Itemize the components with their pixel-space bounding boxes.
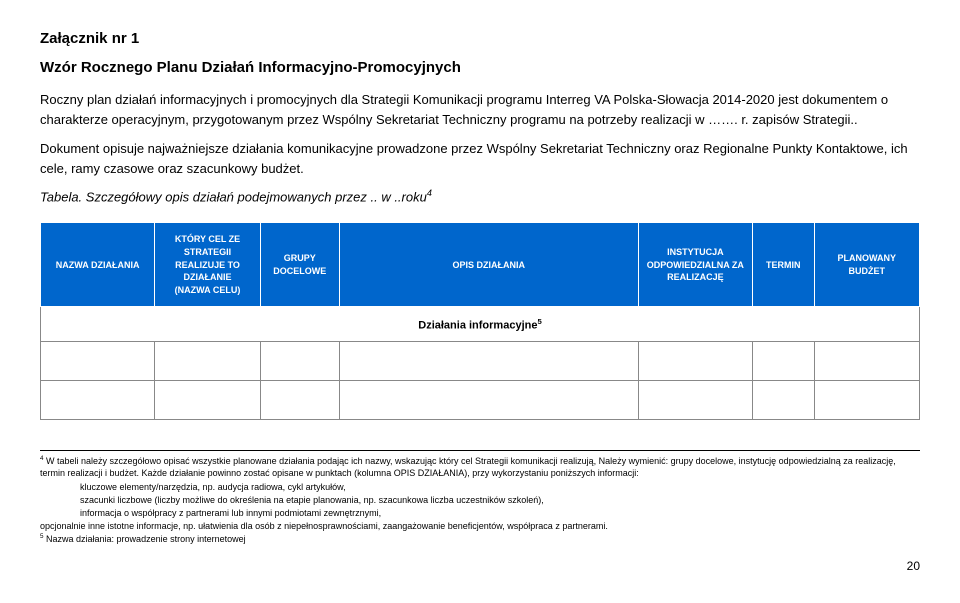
- table-row: [41, 342, 920, 381]
- table-cell: [752, 381, 814, 420]
- grupy-line: DOCELOWE: [273, 266, 326, 276]
- table-cell: [260, 342, 339, 381]
- grupy-line: GRUPY: [284, 253, 316, 263]
- footnote-4-text: W tabeli należy szczegółowo opisać wszys…: [40, 456, 896, 478]
- table-cell: [752, 342, 814, 381]
- table-cell: [41, 381, 155, 420]
- caption-footnote-ref: 4: [427, 188, 432, 198]
- col-header-cel: KTÓRY CEL ZE STRATEGII REALIZUJE TO DZIA…: [155, 223, 260, 307]
- col-header-inst: INSTYTUCJA ODPOWIEDZIALNA ZA REALIZACJĘ: [638, 223, 752, 307]
- section-footnote-ref: 5: [537, 317, 541, 326]
- footnote-4: 4 W tabeli należy szczegółowo opisać wsz…: [40, 455, 920, 479]
- table-cell: [260, 381, 339, 420]
- table-cell: [41, 342, 155, 381]
- table-cell: [339, 342, 638, 381]
- cel-line: KTÓRY CEL ZE: [175, 234, 240, 244]
- table-caption: Tabela. Szczegółowy opis działań podejmo…: [40, 188, 920, 204]
- cel-line: STRATEGII: [184, 247, 231, 257]
- table-cell: [155, 342, 260, 381]
- footnote-bullet: informacja o współpracy z partnerami lub…: [40, 507, 920, 519]
- page-number: 20: [40, 559, 920, 573]
- inst-line: ODPOWIEDZIALNA ZA: [647, 260, 744, 270]
- table-cell: [638, 342, 752, 381]
- cel-line: DZIAŁANIE: [184, 272, 232, 282]
- footnote-optional-line: opcjonalnie inne istotne informacje, np.…: [40, 520, 920, 532]
- inst-line: INSTYTUCJA: [667, 247, 724, 257]
- section-row: Działania informacyjne5: [41, 307, 920, 342]
- col-header-budzet: PLANOWANY BUDŻET: [814, 223, 920, 307]
- intro-paragraph-2: Dokument opisuje najważniejsze działania…: [40, 139, 920, 178]
- footnote-bullet: szacunki liczbowe (liczby możliwe do okr…: [40, 494, 920, 506]
- col-header-nazwa: NAZWA DZIAŁANIA: [41, 223, 155, 307]
- intro-paragraph-1: Roczny plan działań informacyjnych i pro…: [40, 90, 920, 129]
- footnote-5: 5 Nazwa działania: prowadzenie strony in…: [40, 533, 920, 545]
- section-label: Działania informacyjne: [418, 320, 537, 332]
- attachment-label: Załącznik nr 1: [40, 30, 920, 47]
- table-cell: [814, 381, 920, 420]
- cel-line: REALIZUJE TO: [175, 260, 240, 270]
- col-header-termin: TERMIN: [752, 223, 814, 307]
- actions-table: NAZWA DZIAŁANIA KTÓRY CEL ZE STRATEGII R…: [40, 222, 920, 420]
- footnote-bullet: kluczowe elementy/narzędzia, np. audycja…: [40, 481, 920, 493]
- cel-line: (NAZWA CELU): [175, 285, 241, 295]
- table-cell: [155, 381, 260, 420]
- pattern-title: Wzór Rocznego Planu Działań Informacyjno…: [40, 59, 920, 76]
- table-cell: [814, 342, 920, 381]
- footnotes: 4 W tabeli należy szczegółowo opisać wsz…: [40, 450, 920, 545]
- footnote-5-text: Nazwa działania: prowadzenie strony inte…: [44, 534, 246, 544]
- table-cell: [339, 381, 638, 420]
- col-header-grupy: GRUPY DOCELOWE: [260, 223, 339, 307]
- table-cell: [638, 381, 752, 420]
- col-header-opis: OPIS DZIAŁANIA: [339, 223, 638, 307]
- table-row: [41, 381, 920, 420]
- table-header-row: NAZWA DZIAŁANIA KTÓRY CEL ZE STRATEGII R…: [41, 223, 920, 307]
- section-cell: Działania informacyjne5: [41, 307, 920, 342]
- inst-line: REALIZACJĘ: [667, 272, 724, 282]
- caption-text: Tabela. Szczegółowy opis działań podejmo…: [40, 189, 427, 204]
